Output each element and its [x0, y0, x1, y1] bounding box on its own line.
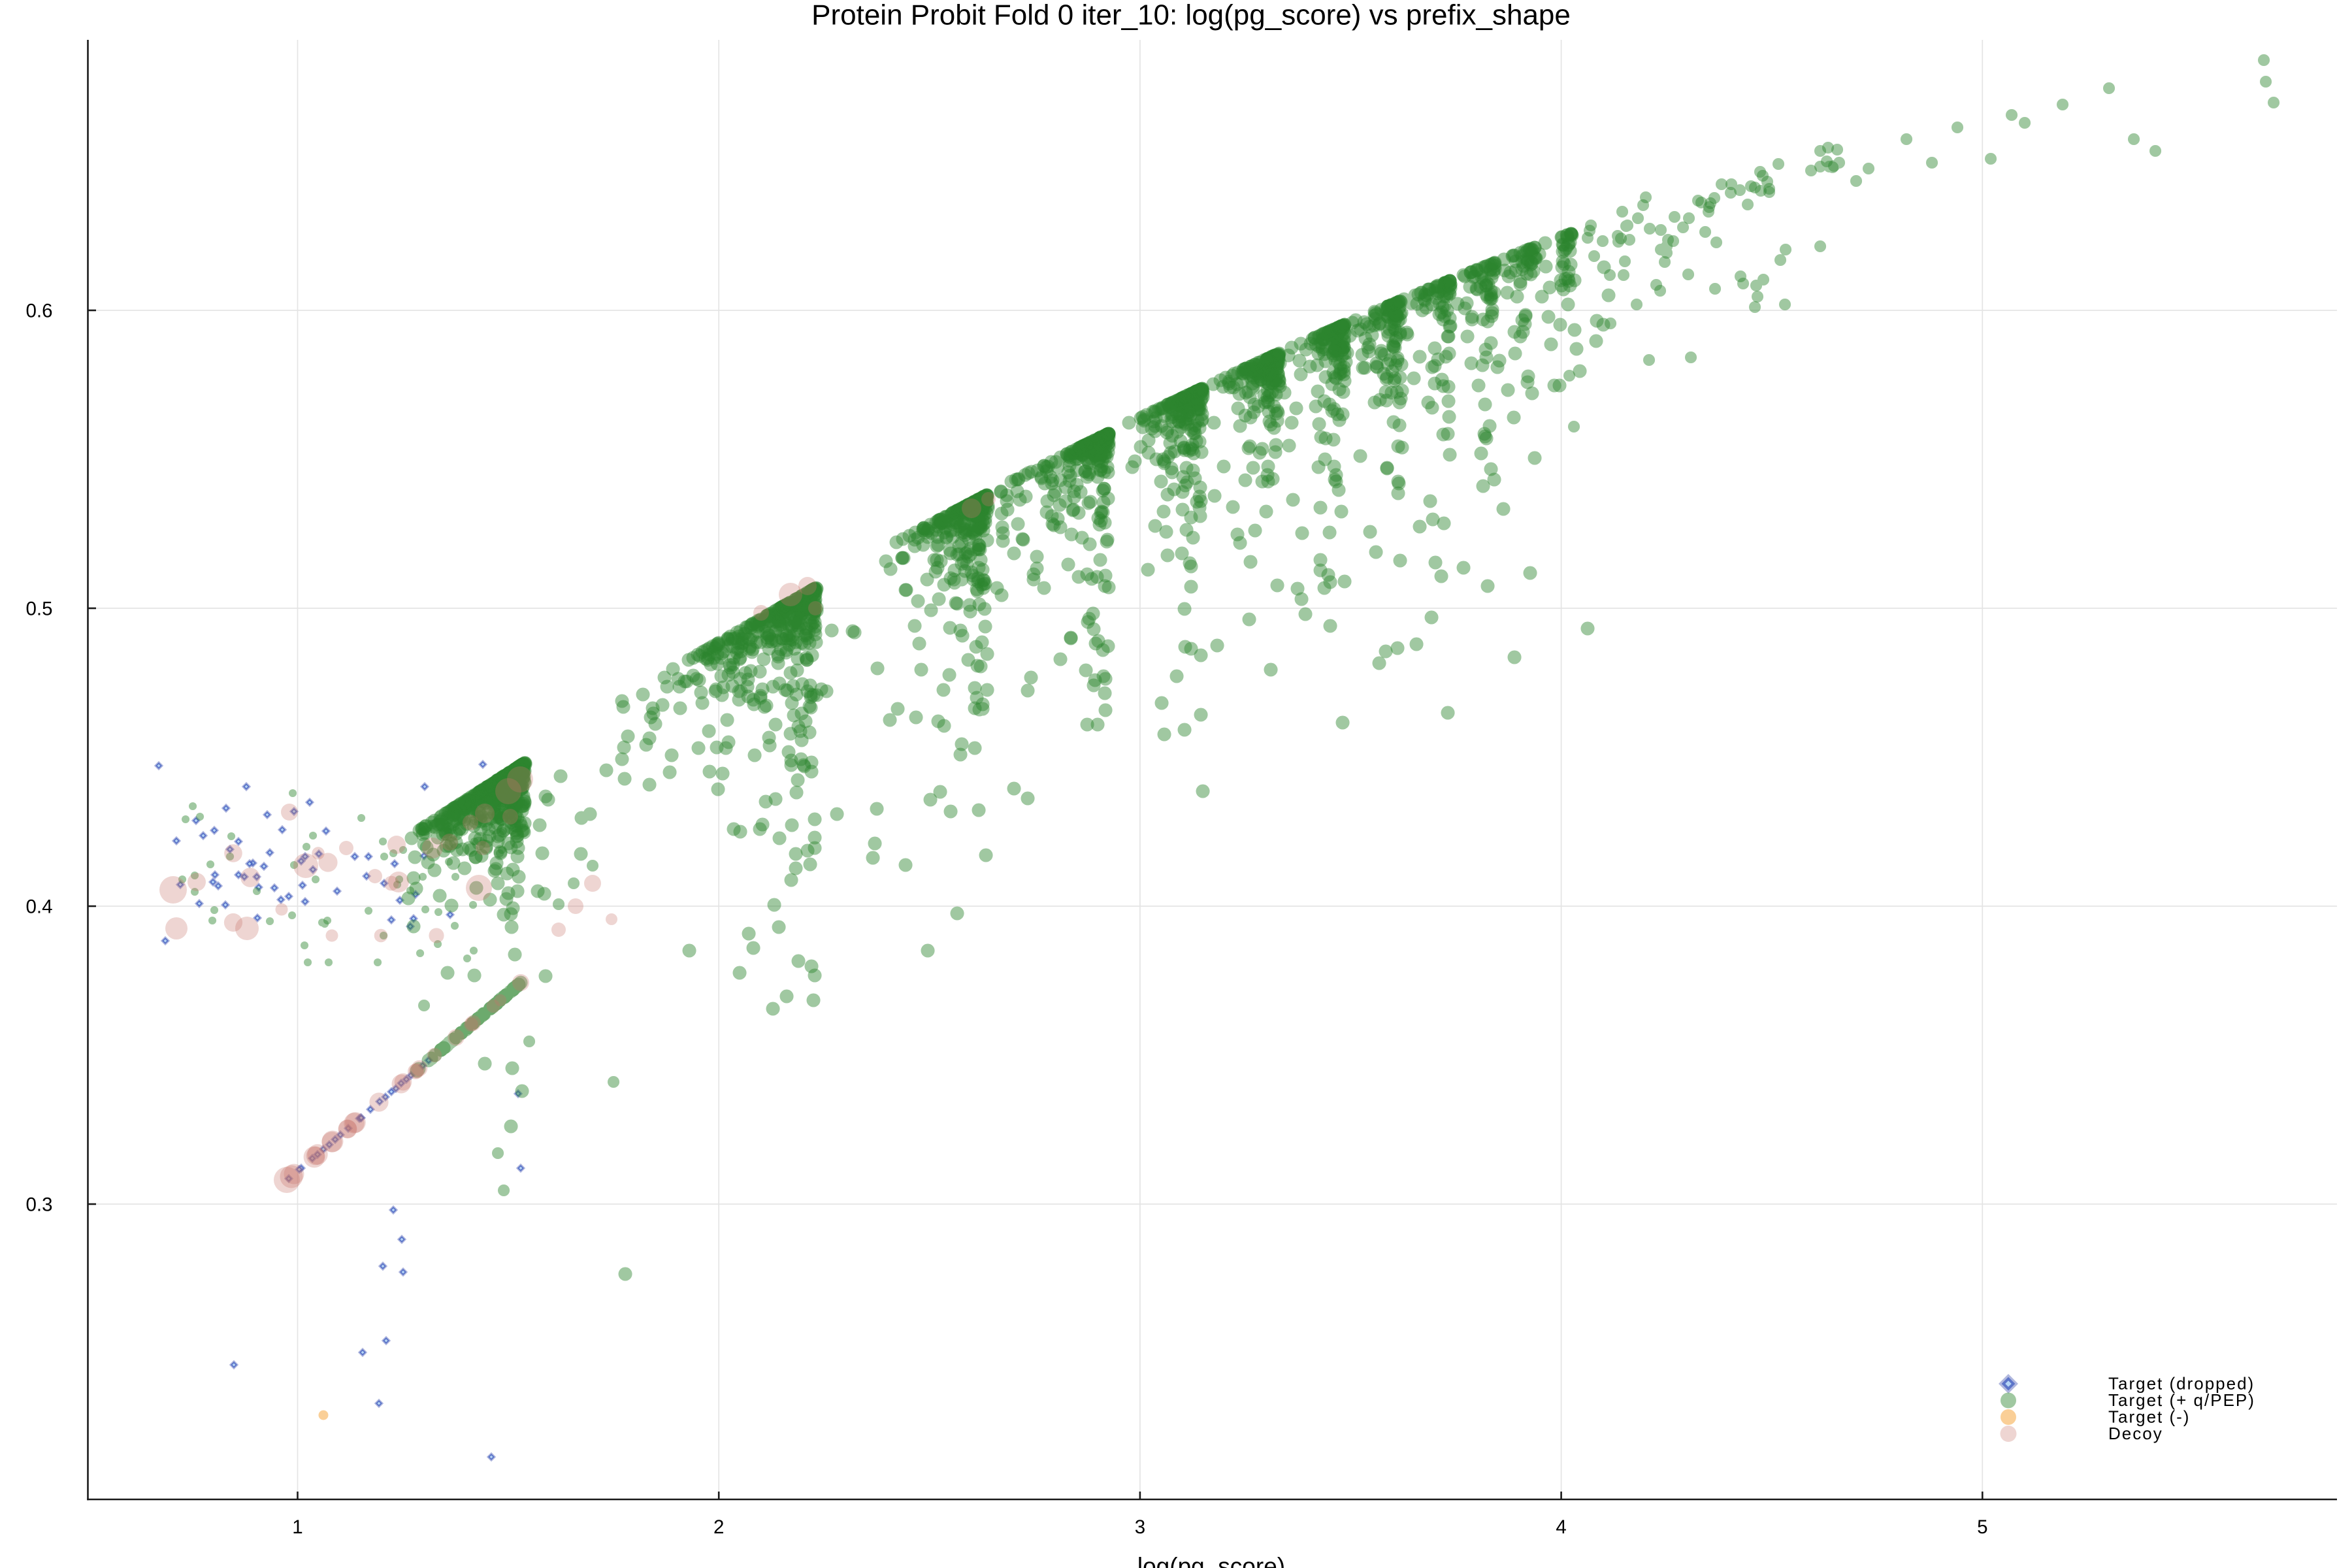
svg-text:5: 5: [1977, 1516, 1987, 1538]
svg-text:1: 1: [292, 1516, 302, 1538]
svg-text:0.4: 0.4: [25, 896, 52, 918]
svg-text:Decoy: Decoy: [2108, 1424, 2163, 1443]
svg-text:4: 4: [1556, 1516, 1566, 1538]
svg-text:0.5: 0.5: [25, 598, 52, 620]
svg-text:Target (+ q/PEP): Target (+ q/PEP): [2108, 1390, 2255, 1410]
svg-text:0.6: 0.6: [25, 301, 52, 322]
svg-text:Protein Probit Fold 0 iter_10:: Protein Probit Fold 0 iter_10: log(pg_sc…: [811, 0, 1571, 31]
svg-text:2: 2: [713, 1516, 724, 1538]
svg-text:Target (dropped): Target (dropped): [2108, 1374, 2255, 1394]
svg-text:0.3: 0.3: [25, 1194, 52, 1216]
svg-text:Target (-): Target (-): [2108, 1407, 2190, 1427]
svg-text:3: 3: [1135, 1516, 1145, 1538]
svg-text:log(pg_score): log(pg_score): [1137, 1553, 1285, 1568]
